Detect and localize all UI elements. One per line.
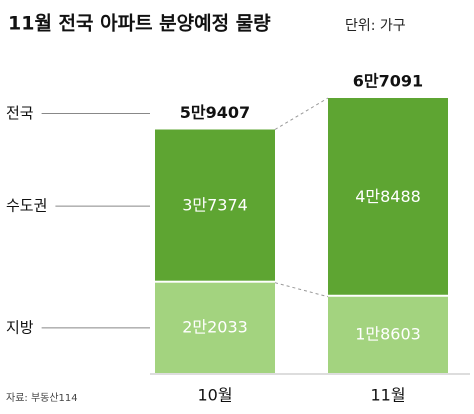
legend-label: 전국	[6, 104, 34, 122]
bar-segment	[328, 98, 448, 295]
connector	[274, 97, 329, 130]
chart-subtitle: 단위: 가구	[345, 18, 406, 34]
bar-segment	[155, 129, 275, 281]
value-label: 4만8488	[355, 187, 421, 206]
value-label: 2만2033	[182, 317, 248, 336]
legend-label: 수도권	[6, 197, 47, 215]
chart-title: 11월 전국 아파트 분양예정 물량	[8, 13, 271, 35]
value-label: 1만8603	[355, 324, 421, 343]
bar-segment	[155, 282, 275, 373]
value-label: 3만7374	[182, 196, 248, 215]
total-label: 6만7091	[353, 72, 423, 91]
x-tick-label: 10월	[197, 386, 232, 405]
legend-label: 지방	[6, 318, 34, 336]
bar-segment	[328, 296, 448, 373]
x-tick-label: 11월	[370, 386, 405, 405]
total-label: 5만9407	[180, 103, 250, 122]
source: 자료: 부동산114	[6, 392, 78, 404]
